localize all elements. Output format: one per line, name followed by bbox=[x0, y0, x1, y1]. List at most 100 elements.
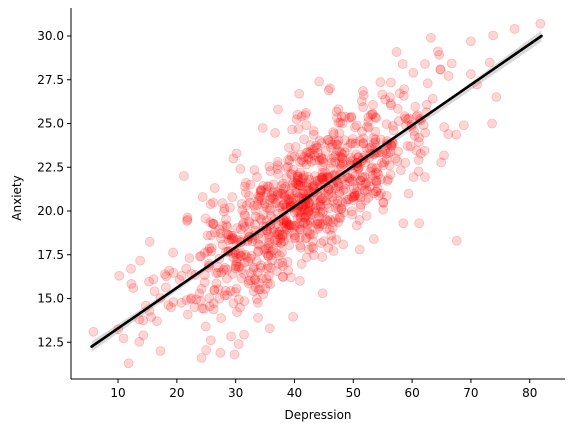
scatter-point bbox=[400, 157, 411, 168]
scatter-point bbox=[181, 295, 192, 305]
scatter-point bbox=[305, 148, 316, 159]
scatter-point bbox=[253, 190, 264, 201]
scatter-point bbox=[239, 329, 249, 340]
scatter-point bbox=[296, 205, 306, 216]
scatter-point bbox=[278, 229, 288, 240]
scatter-point bbox=[134, 336, 145, 347]
scatter-point bbox=[330, 214, 341, 224]
scatter-point bbox=[295, 212, 306, 223]
scatter-point bbox=[314, 135, 325, 146]
scatter-point bbox=[255, 187, 266, 198]
scatter-point bbox=[318, 157, 329, 167]
scatter-point bbox=[226, 234, 237, 245]
scatter-point bbox=[223, 229, 234, 240]
scatter-point bbox=[312, 142, 322, 153]
scatter-point bbox=[168, 247, 178, 258]
scatter-point bbox=[317, 252, 328, 262]
scatter-point bbox=[248, 286, 259, 297]
scatter-point bbox=[204, 243, 215, 254]
scatter-point bbox=[330, 203, 341, 213]
scatter-point bbox=[204, 293, 215, 304]
scatter-point bbox=[221, 220, 232, 231]
scatter-point bbox=[299, 181, 310, 191]
scatter-point bbox=[236, 264, 247, 274]
scatter-point bbox=[313, 175, 323, 186]
scatter-point bbox=[320, 214, 331, 225]
scatter-point bbox=[239, 268, 249, 279]
scatter-point bbox=[225, 230, 236, 241]
scatter-point bbox=[365, 181, 375, 192]
scatter-point bbox=[254, 213, 265, 223]
scatter-point bbox=[321, 223, 332, 234]
scatter-point bbox=[221, 229, 232, 240]
scatter-point bbox=[253, 195, 264, 206]
scatter-point bbox=[266, 246, 277, 257]
scatter-point bbox=[239, 221, 250, 232]
scatter-point bbox=[323, 184, 334, 195]
scatter-point bbox=[324, 183, 334, 194]
scatter-point bbox=[358, 138, 369, 149]
scatter-point bbox=[290, 178, 301, 188]
scatter-point bbox=[322, 216, 333, 227]
scatter-point bbox=[378, 204, 389, 215]
scatter-point bbox=[350, 138, 361, 149]
scatter-point bbox=[315, 207, 326, 217]
scatter-point bbox=[205, 217, 216, 228]
scatter-point bbox=[337, 118, 348, 129]
scatter-point bbox=[383, 148, 394, 158]
scatter-point bbox=[487, 118, 497, 129]
x-tick-label: 50 bbox=[346, 386, 361, 400]
scatter-point bbox=[332, 139, 343, 150]
scatter-point bbox=[250, 219, 260, 230]
scatter-point bbox=[370, 175, 381, 186]
scatter-point bbox=[304, 215, 314, 226]
scatter-point bbox=[334, 146, 345, 157]
scatter-point bbox=[227, 269, 238, 279]
scatter-point bbox=[265, 211, 276, 221]
scatter-point bbox=[251, 294, 262, 304]
regression-line-layer bbox=[90, 34, 543, 348]
scatter-point bbox=[347, 209, 358, 220]
scatter-point bbox=[374, 190, 384, 201]
scatter-point bbox=[229, 349, 240, 360]
scatter-point bbox=[249, 165, 260, 175]
scatter-point bbox=[298, 172, 309, 183]
scatter-point bbox=[309, 206, 320, 217]
scatter-point bbox=[263, 238, 274, 249]
scatter-point bbox=[164, 265, 175, 276]
scatter-point bbox=[301, 252, 312, 263]
scatter-point bbox=[284, 197, 295, 208]
scatter-point bbox=[327, 222, 338, 233]
x-tick-label: 60 bbox=[404, 386, 419, 400]
scatter-point bbox=[294, 218, 305, 229]
scatter-point bbox=[399, 111, 410, 121]
scatter-point bbox=[262, 187, 273, 198]
scatter-point bbox=[272, 157, 283, 167]
scatter-point bbox=[426, 32, 436, 43]
scatter-point bbox=[243, 275, 254, 286]
scatter-point bbox=[337, 197, 348, 208]
scatter-point bbox=[265, 203, 275, 214]
scatter-point bbox=[338, 239, 349, 250]
scatter-point bbox=[268, 187, 279, 197]
scatter-point bbox=[314, 155, 325, 166]
scatter-point bbox=[312, 219, 323, 230]
scatter-point bbox=[299, 212, 310, 223]
scatter-point bbox=[305, 140, 316, 150]
scatter-point bbox=[277, 229, 288, 240]
scatter-point bbox=[160, 282, 171, 293]
y-tick-label: 25.0 bbox=[37, 117, 64, 131]
scatter-point bbox=[244, 216, 254, 227]
scatter-point bbox=[88, 326, 99, 337]
scatter-point bbox=[361, 177, 372, 188]
scatter-point bbox=[358, 138, 369, 148]
scatter-point bbox=[465, 69, 476, 79]
scatter-point bbox=[289, 207, 300, 218]
scatter-point bbox=[254, 233, 264, 244]
scatter-point bbox=[435, 64, 446, 75]
scatter-point bbox=[338, 207, 349, 218]
scatter-point bbox=[491, 92, 502, 102]
scatter-point bbox=[435, 64, 446, 75]
scatter-point bbox=[208, 298, 219, 309]
scatter-point bbox=[251, 256, 262, 267]
